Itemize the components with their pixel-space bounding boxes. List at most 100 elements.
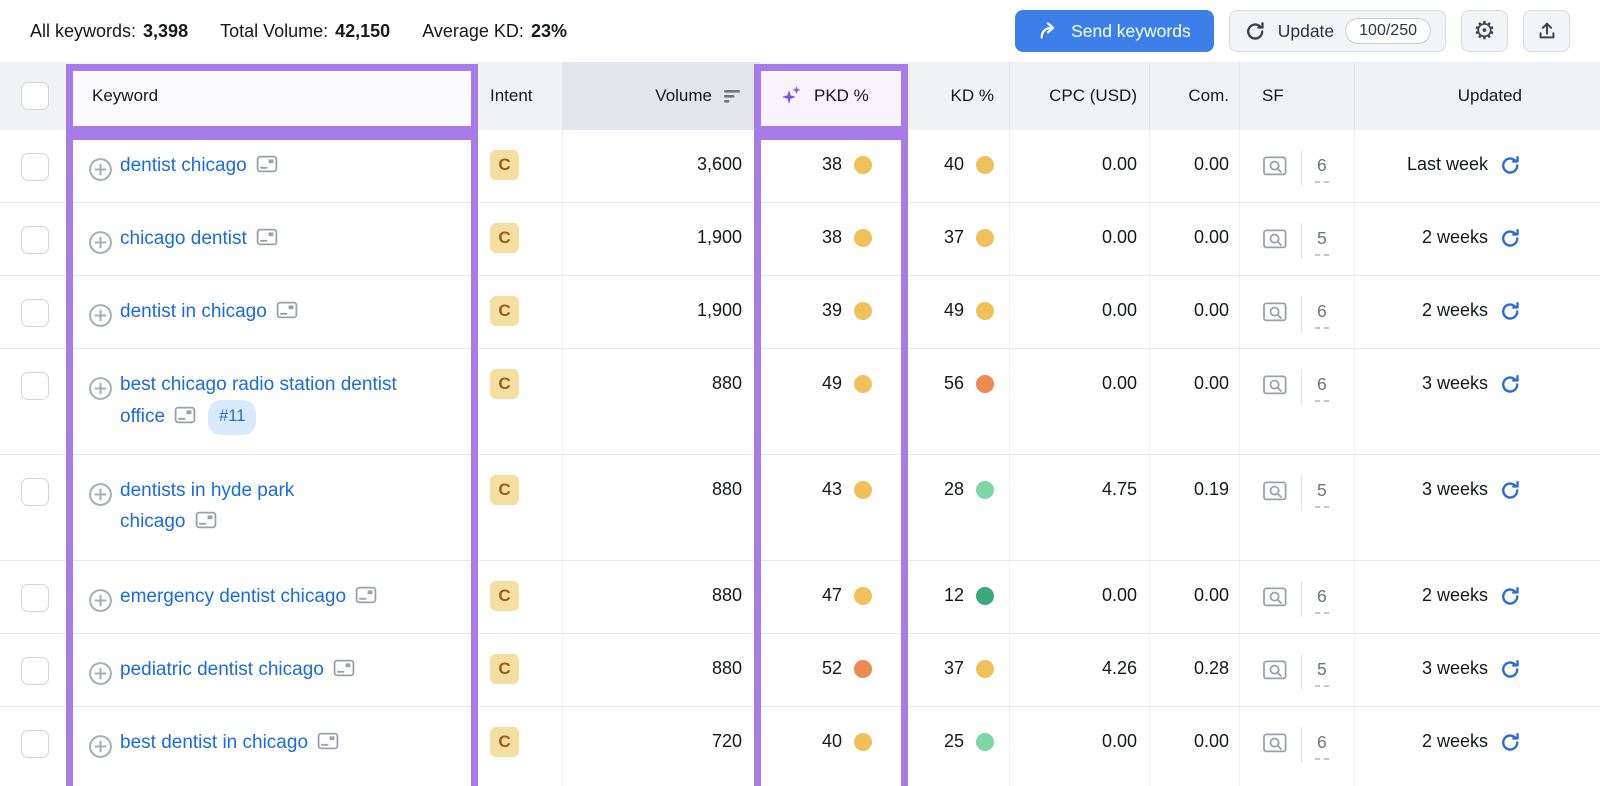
row-checkbox[interactable] bbox=[21, 299, 49, 327]
serp-features-preview-icon[interactable] bbox=[1262, 658, 1288, 682]
serp-preview-icon[interactable] bbox=[355, 585, 377, 605]
add-to-list-icon[interactable] bbox=[88, 376, 113, 401]
refresh-keyword-icon[interactable] bbox=[1499, 658, 1522, 681]
row-checkbox[interactable] bbox=[21, 226, 49, 254]
keyword-link[interactable]: emergency dentist chicago bbox=[120, 581, 377, 612]
keyword-text[interactable]: dentists in hyde park chicago bbox=[120, 480, 295, 532]
row-checkbox-cell bbox=[0, 455, 70, 560]
refresh-keyword-icon[interactable] bbox=[1499, 300, 1522, 323]
serp-features-preview-icon[interactable] bbox=[1262, 300, 1288, 324]
intent-badge[interactable]: C bbox=[490, 150, 519, 180]
position-badge: #11 bbox=[208, 400, 257, 435]
serp-features-preview-icon[interactable] bbox=[1262, 731, 1288, 755]
cpc-cell: 0.00 bbox=[1010, 276, 1150, 348]
keyword-link[interactable]: dentist chicago bbox=[120, 150, 278, 181]
add-to-list-icon[interactable] bbox=[88, 482, 113, 507]
sf-count-link[interactable]: 5 bbox=[1315, 658, 1329, 687]
keyword-text[interactable]: dentist in chicago bbox=[120, 301, 267, 322]
sf-cell: 6 bbox=[1240, 130, 1355, 202]
serp-preview-icon[interactable] bbox=[317, 731, 339, 751]
keyword-link[interactable]: pediatric dentist chicago bbox=[120, 654, 355, 685]
serp-preview-icon[interactable] bbox=[195, 510, 217, 530]
intent-badge[interactable]: C bbox=[490, 581, 519, 611]
intent-badge[interactable]: C bbox=[490, 296, 519, 326]
refresh-keyword-icon[interactable] bbox=[1499, 479, 1522, 502]
sf-count-link[interactable]: 6 bbox=[1315, 373, 1329, 402]
add-to-list-icon[interactable] bbox=[88, 157, 113, 182]
column-header-pkd[interactable]: PKD % bbox=[760, 62, 906, 130]
kd-difficulty-dot bbox=[976, 156, 994, 174]
add-to-list-icon[interactable] bbox=[88, 588, 113, 613]
column-header-intent[interactable]: Intent bbox=[475, 62, 563, 130]
sf-count-link[interactable]: 6 bbox=[1315, 731, 1329, 760]
keyword-text[interactable]: chicago dentist bbox=[120, 228, 247, 249]
column-header-keyword[interactable]: Keyword bbox=[70, 62, 475, 130]
com-value: 0.00 bbox=[1193, 585, 1229, 605]
refresh-keyword-icon[interactable] bbox=[1499, 585, 1522, 608]
keyword-link[interactable]: best chicago radio station dentist offic… bbox=[120, 369, 400, 435]
settings-button[interactable]: ⚙ bbox=[1461, 10, 1508, 52]
sf-count-link[interactable]: 6 bbox=[1315, 300, 1329, 329]
sf-count-link[interactable]: 5 bbox=[1315, 479, 1329, 508]
row-checkbox[interactable] bbox=[21, 153, 49, 181]
row-checkbox[interactable] bbox=[21, 730, 49, 758]
cpc-cell: 0.00 bbox=[1010, 349, 1150, 454]
serp-preview-icon[interactable] bbox=[333, 658, 355, 678]
add-to-list-icon[interactable] bbox=[88, 734, 113, 759]
serp-preview-icon[interactable] bbox=[256, 227, 278, 247]
serp-preview-icon[interactable] bbox=[174, 405, 196, 425]
refresh-keyword-icon[interactable] bbox=[1499, 373, 1522, 396]
total-volume-value: 42,150 bbox=[335, 20, 391, 41]
kd-value: 56 bbox=[943, 373, 964, 393]
export-button[interactable] bbox=[1523, 10, 1570, 52]
keyword-link[interactable]: best dentist in chicago bbox=[120, 727, 339, 758]
keyword-text[interactable]: best dentist in chicago bbox=[120, 732, 309, 753]
sf-count-link[interactable]: 6 bbox=[1315, 154, 1329, 183]
kd-difficulty-dot bbox=[976, 302, 994, 320]
serp-features-preview-icon[interactable] bbox=[1262, 373, 1288, 397]
row-checkbox[interactable] bbox=[21, 657, 49, 685]
sf-count-link[interactable]: 5 bbox=[1315, 227, 1329, 256]
kd-difficulty-dot bbox=[976, 587, 994, 605]
sf-count-link[interactable]: 6 bbox=[1315, 585, 1329, 614]
column-header-kd[interactable]: KD % bbox=[906, 62, 1010, 130]
add-to-list-icon[interactable] bbox=[88, 303, 113, 328]
refresh-keyword-icon[interactable] bbox=[1499, 227, 1522, 250]
row-checkbox[interactable] bbox=[21, 372, 49, 400]
add-to-list-icon[interactable] bbox=[88, 661, 113, 686]
intent-badge[interactable]: C bbox=[490, 369, 519, 399]
intent-badge[interactable]: C bbox=[490, 475, 519, 505]
serp-preview-icon[interactable] bbox=[276, 300, 298, 320]
keyword-text[interactable]: dentist chicago bbox=[120, 155, 247, 176]
keyword-text[interactable]: emergency dentist chicago bbox=[120, 586, 347, 607]
refresh-keyword-icon[interactable] bbox=[1499, 731, 1522, 754]
refresh-keyword-icon[interactable] bbox=[1499, 154, 1522, 177]
row-checkbox[interactable] bbox=[21, 584, 49, 612]
serp-preview-icon[interactable] bbox=[256, 154, 278, 174]
update-button[interactable]: Update 100/250 bbox=[1228, 10, 1446, 52]
send-keywords-button[interactable]: Send keywords bbox=[1015, 10, 1214, 52]
keyword-text[interactable]: pediatric dentist chicago bbox=[120, 659, 324, 680]
column-header-volume[interactable]: Volume bbox=[563, 62, 760, 130]
column-header-com[interactable]: Com. bbox=[1150, 62, 1240, 130]
serp-features-preview-icon[interactable] bbox=[1262, 585, 1288, 609]
column-header-sf[interactable]: SF bbox=[1240, 62, 1355, 130]
keyword-link[interactable]: dentists in hyde park chicago bbox=[120, 475, 360, 537]
column-header-updated[interactable]: Updated bbox=[1355, 62, 1600, 130]
column-header-cpc[interactable]: CPC (USD) bbox=[1010, 62, 1150, 130]
add-to-list-icon[interactable] bbox=[88, 230, 113, 255]
intent-badge[interactable]: C bbox=[490, 654, 519, 684]
serp-features-preview-icon[interactable] bbox=[1262, 479, 1288, 503]
kd-value: 25 bbox=[943, 731, 964, 751]
row-checkbox[interactable] bbox=[21, 478, 49, 506]
select-all-checkbox[interactable] bbox=[21, 82, 49, 110]
sf-divider bbox=[1301, 475, 1302, 511]
keyword-link[interactable]: chicago dentist bbox=[120, 223, 278, 254]
pkd-difficulty-dot bbox=[854, 229, 872, 247]
serp-features-preview-icon[interactable] bbox=[1262, 227, 1288, 251]
intent-badge[interactable]: C bbox=[490, 223, 519, 253]
serp-features-preview-icon[interactable] bbox=[1262, 154, 1288, 178]
keyword-text[interactable]: best chicago radio station dentist offic… bbox=[120, 374, 397, 427]
keyword-link[interactable]: dentist in chicago bbox=[120, 296, 298, 327]
intent-badge[interactable]: C bbox=[490, 727, 519, 757]
